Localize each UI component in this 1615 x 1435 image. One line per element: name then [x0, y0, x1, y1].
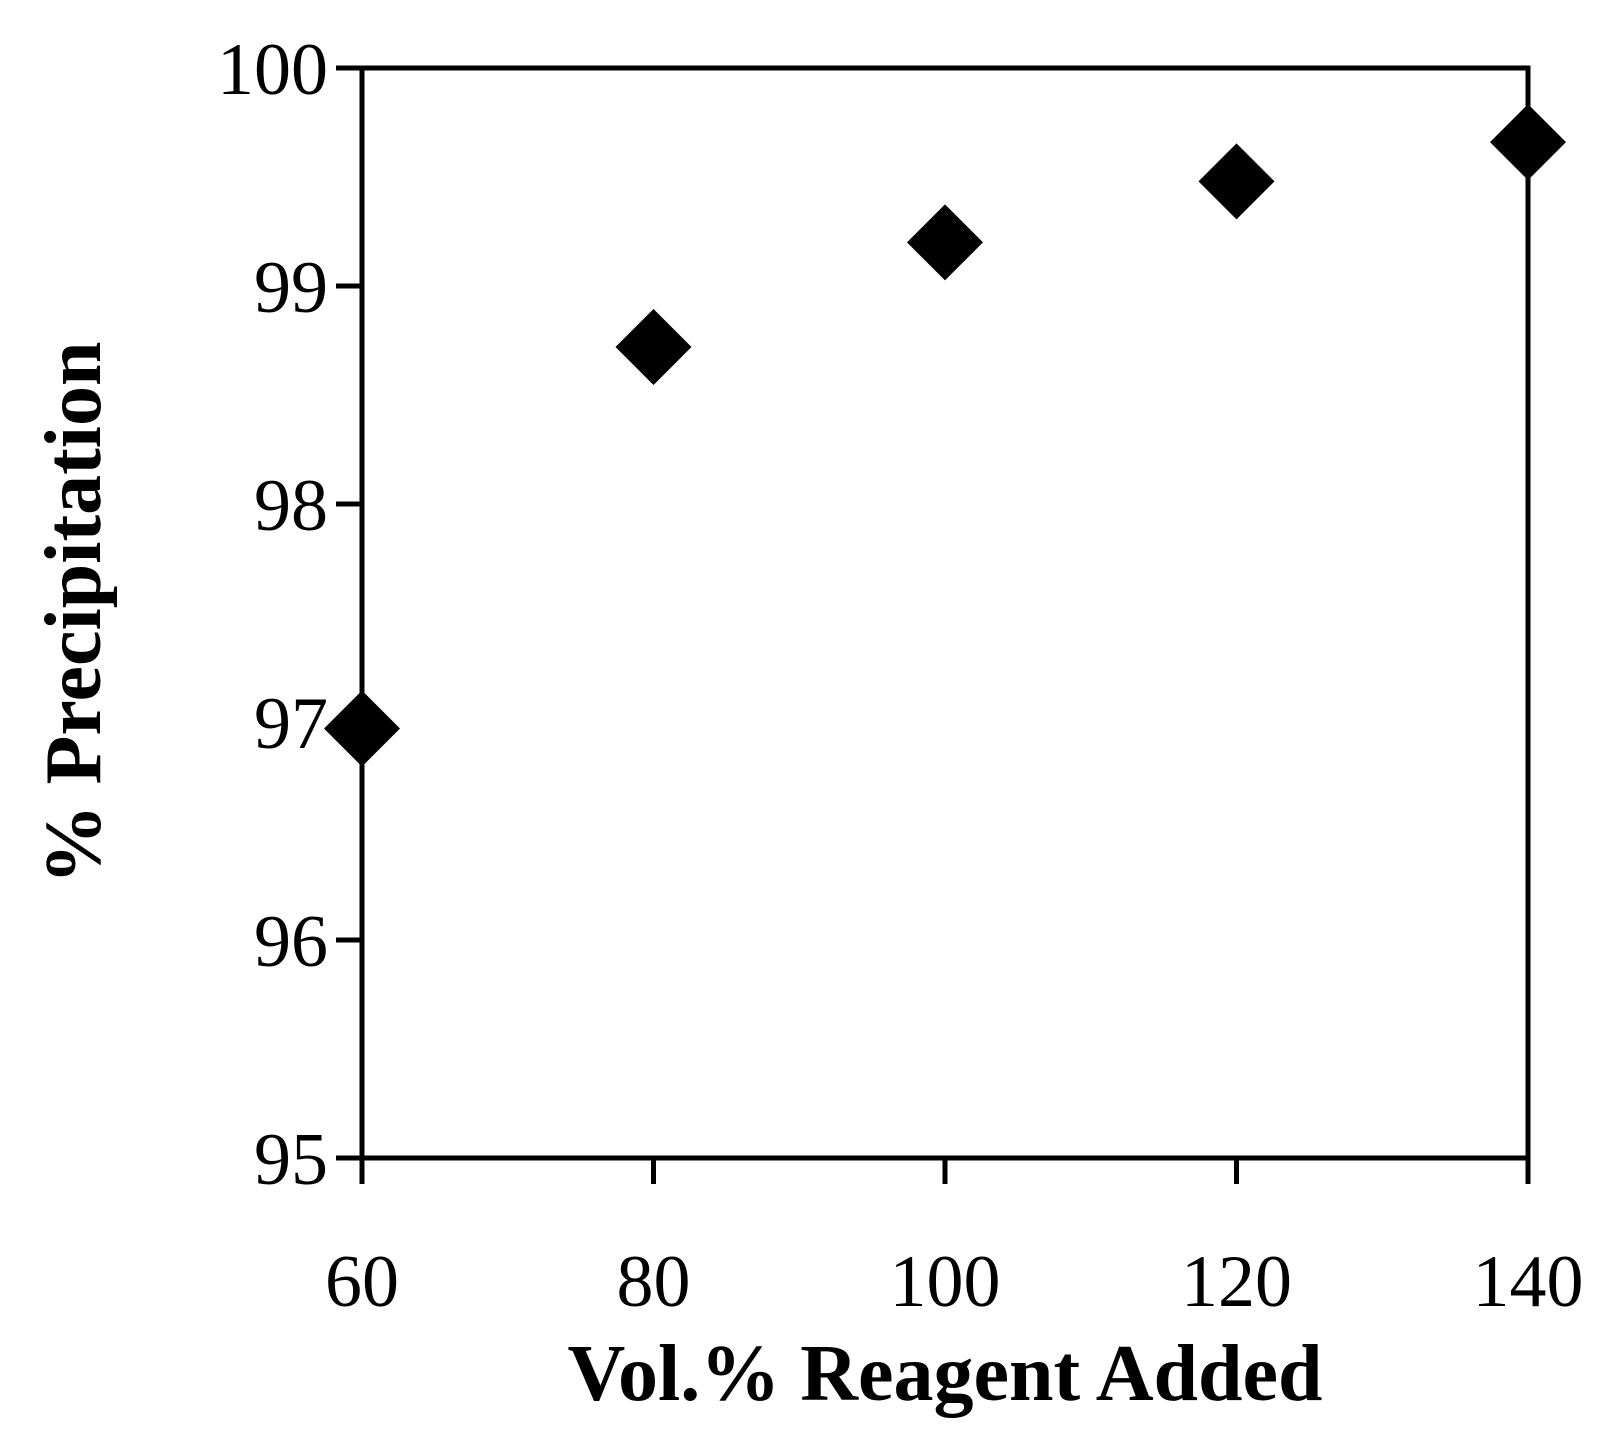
- x-tick-label: 60: [325, 1241, 399, 1323]
- y-axis-title: % Precipitation: [30, 342, 118, 885]
- x-axis-title: Vol.% Reagent Added: [568, 1330, 1323, 1418]
- x-tick-label: 80: [617, 1241, 691, 1323]
- data-points: [324, 104, 1566, 767]
- x-tick-label: 100: [890, 1241, 1001, 1323]
- data-point-diamond: [1490, 104, 1566, 181]
- data-point-diamond: [324, 690, 400, 767]
- data-point-diamond: [615, 309, 692, 386]
- x-tick-label: 140: [1473, 1241, 1584, 1323]
- y-tick-label: 100: [217, 29, 328, 111]
- y-tick-label: 95: [254, 1119, 328, 1201]
- x-axis: 60 80 100 120 140: [325, 1158, 1584, 1323]
- y-tick-label: 98: [254, 465, 328, 547]
- data-point-diamond: [1198, 143, 1275, 220]
- data-point-diamond: [907, 204, 983, 281]
- y-axis: 95 96 97 98 99 100: [217, 29, 362, 1201]
- y-tick-label: 96: [254, 901, 328, 983]
- y-tick-label: 99: [254, 247, 328, 329]
- y-tick-label: 97: [254, 683, 328, 765]
- x-tick-label: 120: [1181, 1241, 1292, 1323]
